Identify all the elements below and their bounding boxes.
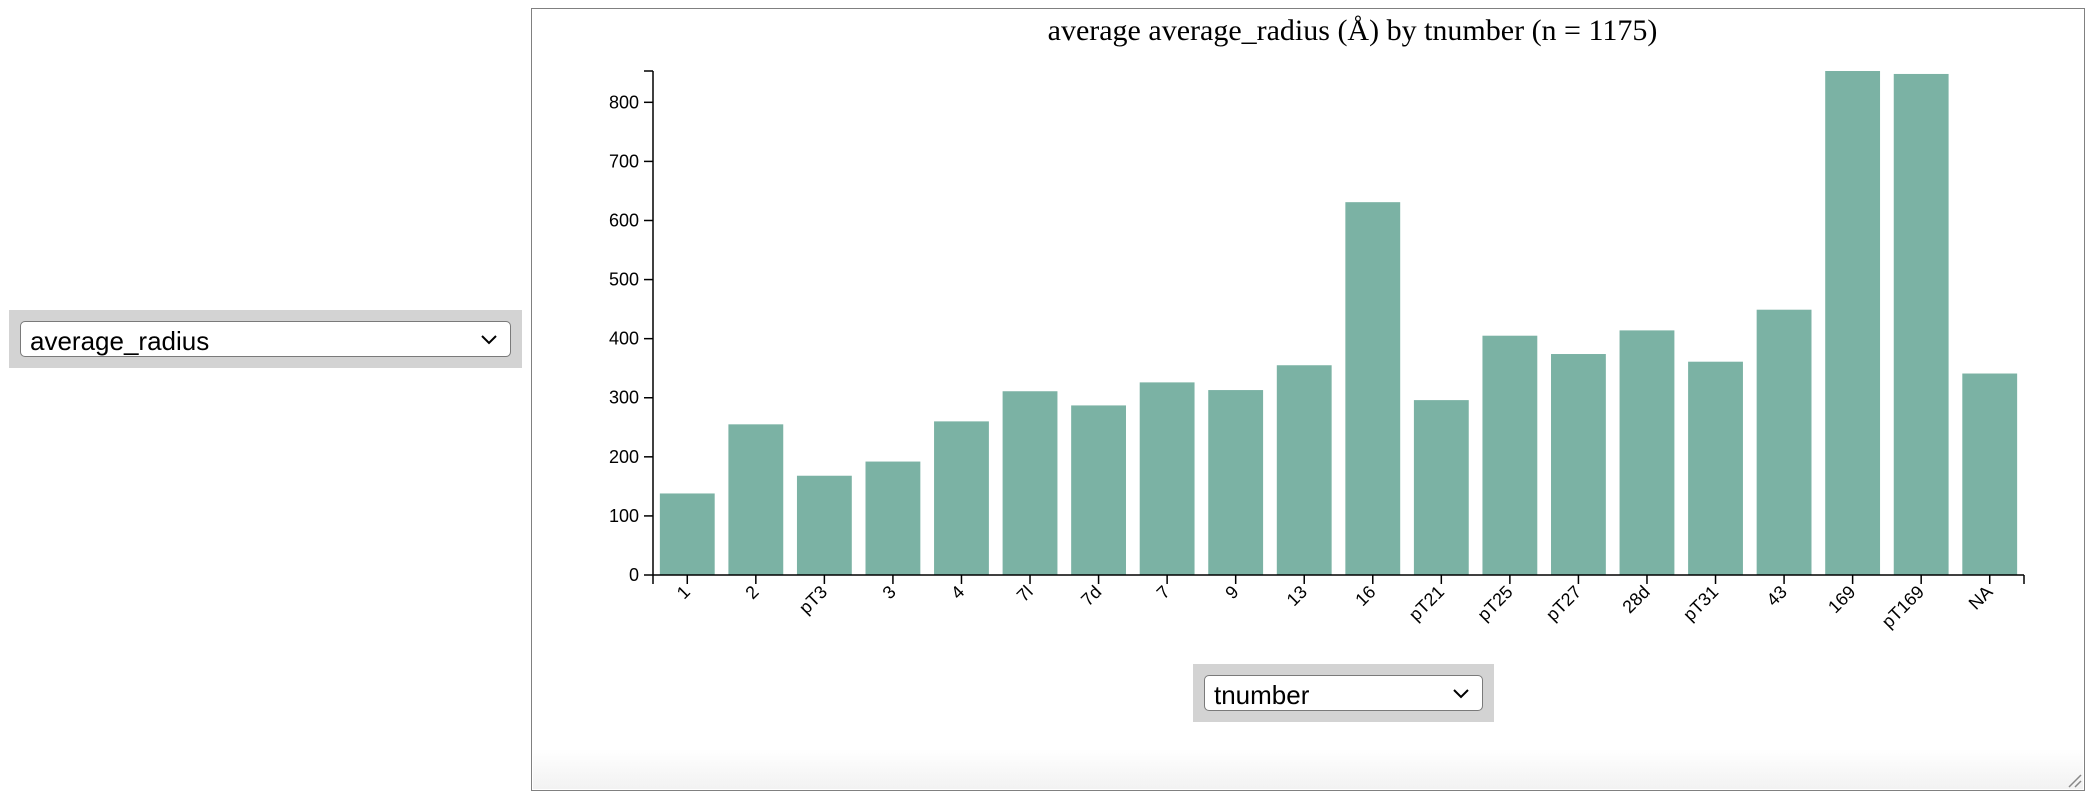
bar-pT3	[796, 475, 852, 575]
bar-2	[728, 424, 784, 575]
bar-43	[1756, 309, 1812, 575]
bar-chart: average average_radius (Å) by tnumber (n…	[609, 14, 2025, 632]
bar-3	[865, 461, 921, 575]
y-tick-label: 600	[609, 210, 639, 230]
x-tick-label: 13	[1283, 582, 1311, 610]
chart-title: average average_radius (Å) by tnumber (n…	[1048, 14, 1658, 47]
x-tick-label: 7	[1153, 582, 1174, 603]
x-tick-label: 7l	[1013, 582, 1037, 606]
x-tick-label: 2	[741, 582, 762, 603]
x-tick-label: pT25	[1474, 582, 1517, 625]
bar-1	[659, 493, 715, 575]
bar-pT21	[1413, 400, 1469, 575]
x-tick-label: NA	[1965, 582, 1997, 614]
x-variable-selector: tnumber	[1193, 664, 1494, 722]
bar-28d	[1619, 330, 1675, 575]
x-tick-label: 169	[1824, 582, 1859, 617]
bar-169	[1825, 71, 1881, 575]
x-tick-label: pT21	[1405, 582, 1448, 625]
x-tick-label: pT3	[795, 582, 831, 618]
y-tick-label: 500	[609, 270, 639, 290]
bar-13	[1276, 365, 1332, 575]
x-tick-label: 16	[1351, 582, 1379, 610]
bar-pT31	[1688, 361, 1743, 575]
bar-7d	[1071, 405, 1126, 575]
y-tick-label: 200	[609, 447, 639, 467]
y-tick-label: 400	[609, 329, 639, 349]
y-tick-label: 300	[609, 388, 639, 408]
x-tick-label: pT169	[1878, 582, 1928, 632]
x-tick-label: 28d	[1618, 582, 1653, 617]
x-tick-label: 3	[879, 582, 900, 603]
panel-footer-fade	[533, 749, 2083, 789]
bar-pT25	[1482, 335, 1538, 575]
y-variable-value: average_radius	[30, 326, 210, 356]
chevron-down-icon	[1453, 689, 1469, 699]
x-tick-label: pT31	[1679, 582, 1722, 625]
bar-NA	[1962, 373, 2018, 575]
x-tick-label: pT27	[1542, 582, 1585, 625]
x-variable-select[interactable]: tnumber	[1204, 675, 1483, 711]
x-tick-label: 4	[947, 582, 968, 603]
chevron-down-icon	[481, 335, 497, 345]
x-tick-label: 9	[1221, 582, 1242, 603]
bar-16	[1345, 202, 1401, 575]
x-tick-label: 43	[1763, 582, 1791, 610]
y-tick-label: 100	[609, 506, 639, 526]
x-tick-label: 1	[673, 582, 694, 603]
bar-7l	[1002, 391, 1058, 575]
y-tick-label: 800	[609, 92, 639, 112]
chart-panel: average average_radius (Å) by tnumber (n…	[531, 8, 2085, 791]
y-tick-label: 0	[629, 565, 639, 585]
bar-4	[934, 421, 989, 575]
y-variable-select[interactable]: average_radius	[20, 321, 511, 357]
resize-handle-icon[interactable]	[2066, 772, 2082, 788]
x-tick-label: 7d	[1077, 582, 1105, 610]
x-variable-value: tnumber	[1214, 680, 1310, 710]
bar-pT27	[1551, 354, 1606, 575]
bar-9	[1208, 390, 1264, 575]
y-variable-selector: average_radius	[9, 310, 522, 368]
bar-7	[1139, 382, 1195, 575]
bar-pT169	[1893, 73, 1949, 575]
y-tick-label: 700	[609, 151, 639, 171]
